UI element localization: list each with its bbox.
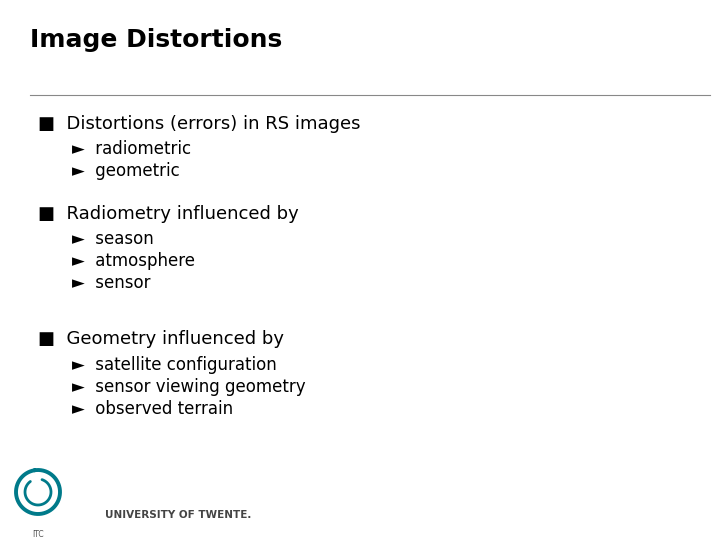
Text: ►  satellite configuration: ► satellite configuration bbox=[72, 356, 276, 374]
Text: ►  radiometric: ► radiometric bbox=[72, 140, 191, 158]
Text: ■  Radiometry influenced by: ■ Radiometry influenced by bbox=[38, 205, 299, 223]
Text: ►  season: ► season bbox=[72, 230, 154, 248]
Text: ►  atmosphere: ► atmosphere bbox=[72, 252, 195, 270]
Text: Image Distortions: Image Distortions bbox=[30, 28, 282, 52]
Text: ITC: ITC bbox=[32, 530, 44, 539]
Text: ►  sensor: ► sensor bbox=[72, 274, 150, 292]
Text: UNIVERSITY OF TWENTE.: UNIVERSITY OF TWENTE. bbox=[105, 510, 251, 520]
Text: ■  Distortions (errors) in RS images: ■ Distortions (errors) in RS images bbox=[38, 115, 361, 133]
Text: ►  observed terrain: ► observed terrain bbox=[72, 400, 233, 418]
Text: ►  geometric: ► geometric bbox=[72, 162, 180, 180]
Text: ►  sensor viewing geometry: ► sensor viewing geometry bbox=[72, 378, 305, 396]
Text: ■  Geometry influenced by: ■ Geometry influenced by bbox=[38, 330, 284, 348]
